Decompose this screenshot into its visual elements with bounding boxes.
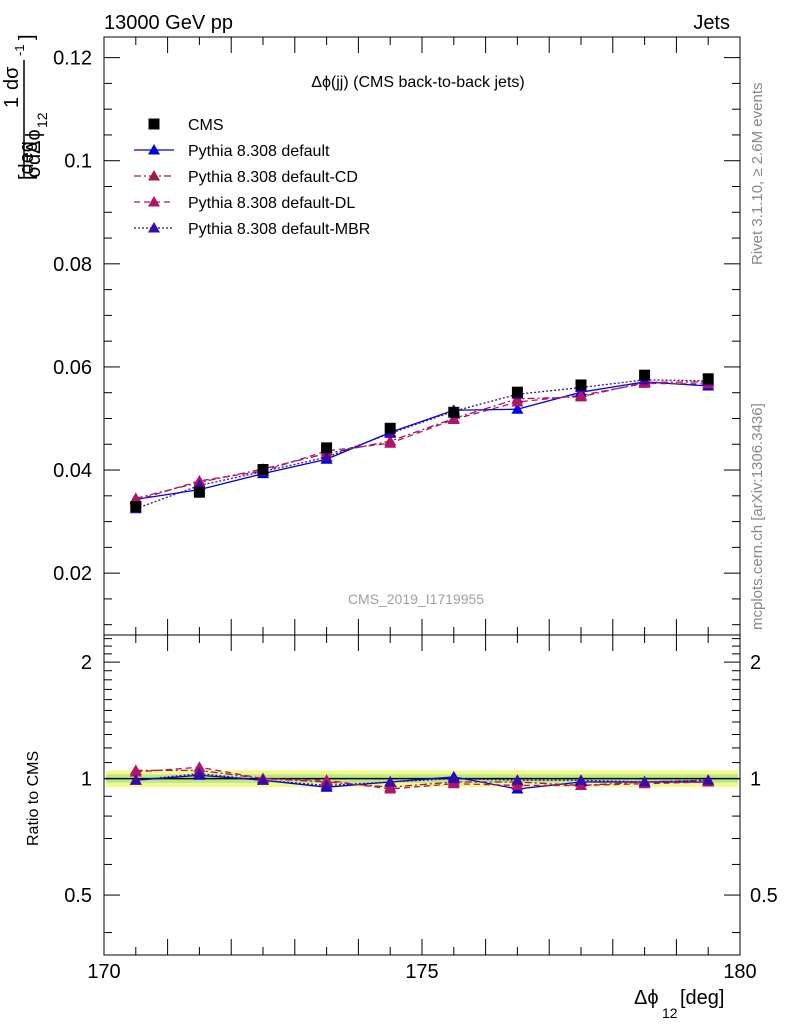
series-point-3 xyxy=(447,413,460,425)
ratio-y-tick-label: 2 xyxy=(81,652,92,674)
ylabel-dsigma: dσ xyxy=(1,66,23,90)
ratio-point-3 xyxy=(702,774,715,785)
ratio-point-3 xyxy=(575,774,587,785)
xlabel-sub: 12 xyxy=(662,1005,678,1021)
xlabel-main: Δϕ xyxy=(634,987,659,1009)
ratio-point-3 xyxy=(447,772,460,784)
y-tick-label: 0.12 xyxy=(53,48,92,70)
series-line-1 xyxy=(135,381,709,501)
x-tick-label: 180 xyxy=(723,961,756,983)
legend-marker xyxy=(148,196,160,207)
ratio-point-3 xyxy=(257,774,269,785)
ratio-point-3 xyxy=(638,775,651,787)
series-point-3 xyxy=(575,389,587,400)
ylabel-sigma: σ xyxy=(23,165,45,178)
side-rivet-label: Rivet 3.1.10, ≥ 2.6M events xyxy=(749,83,766,266)
y-tick-label: 0.06 xyxy=(53,357,92,379)
legend-label: Pythia 8.308 default-DL xyxy=(188,195,355,212)
side-mcplots-label: mcplots.cern.ch [arXiv:1306.3436] xyxy=(749,403,766,630)
ratio-point-3 xyxy=(129,774,142,785)
header-left: 13000 GeV pp xyxy=(104,12,233,34)
ylabel-one: 1 xyxy=(1,97,23,108)
ylabel-unit: [deg xyxy=(16,141,38,180)
series-point-3 xyxy=(384,437,397,448)
ratio-line-1 xyxy=(135,769,709,788)
ratio-point-2 xyxy=(129,765,142,777)
ratio-y-axis-label: Ratio to CMS xyxy=(25,751,42,846)
ratio-y-tick-label-right: 2 xyxy=(750,652,761,674)
series-line-2 xyxy=(135,381,709,500)
header-right: Jets xyxy=(693,12,730,34)
ratio-point-2 xyxy=(384,782,397,794)
ratio-y-tick-label-right: 1 xyxy=(750,769,761,791)
legend-marker xyxy=(148,222,160,233)
ratio-y-tick-label: 0.5 xyxy=(64,885,92,907)
x-tick-label: 170 xyxy=(87,961,120,983)
y-tick-label: 0.04 xyxy=(53,460,92,482)
series-point-4 xyxy=(320,451,333,462)
series-point-3 xyxy=(511,395,524,407)
ylabel-unit-close: ] xyxy=(16,34,38,40)
legend-marker xyxy=(148,144,160,155)
analysis-watermark: CMS_2019_I1719955 xyxy=(348,591,484,607)
plot-title: Δϕ(jj) (CMS back-to-back jets) xyxy=(311,74,524,91)
y-tick-label: 0.02 xyxy=(53,563,92,585)
ratio-point-3 xyxy=(320,779,333,790)
x-axis-label: Δϕ 12 [deg] xyxy=(634,987,724,1021)
ratio-plot-frame xyxy=(103,634,741,956)
ratio-point-3 xyxy=(193,767,206,779)
x-tick-label: 175 xyxy=(405,961,438,983)
xlabel-unit: [deg] xyxy=(680,987,724,1009)
ratio-point-3 xyxy=(511,774,524,785)
y-tick-label: 0.08 xyxy=(53,254,92,276)
ratio-y-tick-label-right: 0.5 xyxy=(750,885,778,907)
series-line-3 xyxy=(135,382,709,502)
legend-label: Pythia 8.308 default-CD xyxy=(188,169,358,186)
main-y-axis-label: 1 dσ σ dΔϕ 12 [deg -1 ] xyxy=(1,34,50,180)
ratio-point-3 xyxy=(384,775,397,787)
ratio-y-tick-label: 1 xyxy=(81,769,92,791)
legend-label: CMS xyxy=(188,117,224,134)
legend-label: Pythia 8.308 default-MBR xyxy=(188,221,370,238)
legend-marker xyxy=(148,170,160,181)
series-line-4 xyxy=(135,379,709,510)
ratio-point-2 xyxy=(193,761,206,772)
ylabel-dphi-sub: 12 xyxy=(34,112,50,128)
ylabel-unit-sup: -1 xyxy=(12,44,27,56)
series-point-1 xyxy=(511,403,524,414)
legend-marker-cms xyxy=(148,118,160,130)
ylabel-dphi: dΔϕ xyxy=(23,129,45,165)
ratio-line-0 xyxy=(135,774,709,790)
y-tick-label: 0.1 xyxy=(64,151,92,173)
legend-label: Pythia 8.308 default xyxy=(188,143,330,160)
